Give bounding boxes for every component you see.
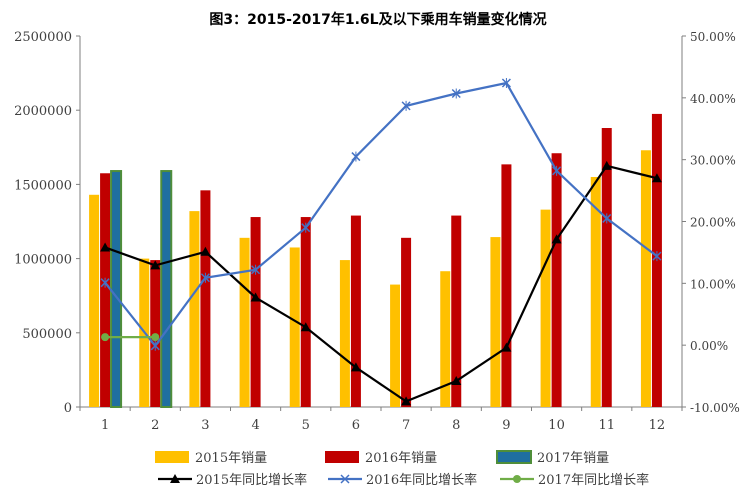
point-2017年同比增长率 <box>101 333 110 342</box>
point-2016年同比增长率 <box>552 165 562 176</box>
bar-2015-month-6 <box>339 260 350 407</box>
legend-label: 2016年销量 <box>365 451 437 466</box>
bar-2016-month-3 <box>200 190 211 407</box>
legend-label: 2016年同比增长率 <box>366 472 477 488</box>
bar-2017-month-1 <box>110 170 123 408</box>
y-right-tick-label: 10.00% <box>690 277 736 291</box>
x-tick-label: 8 <box>452 418 460 433</box>
point-2016年同比增长率 <box>451 88 461 99</box>
y-left-tick-label: 2000000 <box>14 104 72 119</box>
bar-2015-month-11 <box>590 176 601 407</box>
bar-2016-month-10 <box>551 153 562 407</box>
point-2015年同比增长率 <box>601 160 612 170</box>
x-tick-label: 5 <box>302 418 310 433</box>
point-2015年同比增长率 <box>300 322 311 332</box>
legend-label: 2015年同比增长率 <box>196 472 307 488</box>
y-right-tick-label: 50.00% <box>690 30 736 44</box>
y-left-tick-label: 2500000 <box>14 30 72 45</box>
bar-2016-month-7 <box>401 237 412 407</box>
x-tick-label: 3 <box>201 418 209 433</box>
y-right-tick-label: 30.00% <box>690 154 736 168</box>
point-2015年同比增长率 <box>501 342 512 352</box>
point-2016年同比增长率 <box>401 100 411 111</box>
bar-2015-month-10 <box>540 209 551 407</box>
x-tick-label: 6 <box>352 418 360 433</box>
point-2015年同比增长率 <box>250 292 261 302</box>
y-left-tick-label: 500000 <box>22 327 72 342</box>
point-2015年同比增长率 <box>451 376 462 386</box>
bar-2015-month-3 <box>189 211 200 407</box>
bar-2017-month-2 <box>160 170 173 408</box>
y-left-tick-label: 1500000 <box>14 178 72 193</box>
y-left-tick-label: 0 <box>64 401 72 416</box>
x-tick-label: 7 <box>402 418 410 433</box>
point-2015年同比增长率 <box>100 242 111 252</box>
y-right-tick-label: -10.00% <box>690 401 740 415</box>
point-2016年同比增长率 <box>100 277 110 288</box>
point-2016年同比增长率 <box>301 222 311 233</box>
legend-marker <box>170 474 180 483</box>
bar-2016-month-11 <box>601 128 612 407</box>
y-left-tick-label: 1000000 <box>14 253 72 268</box>
legend-label: 2017年销量 <box>537 451 609 466</box>
bar-2016-month-9 <box>501 164 512 407</box>
x-tick-label: 11 <box>598 418 615 433</box>
x-tick-label: 10 <box>548 418 565 433</box>
point-2015年同比增长率 <box>350 362 361 372</box>
bar-2016-month-6 <box>350 215 361 407</box>
legend-swatch-2017年销量 <box>496 450 532 464</box>
point-2016年同比增长率 <box>652 251 662 262</box>
bar-2015-month-12 <box>640 150 651 407</box>
legend-label: 2017年同比增长率 <box>538 472 649 488</box>
legend-label: 2015年销量 <box>195 451 267 466</box>
line-2015年同比增长率 <box>104 164 658 403</box>
bar-2015-month-1 <box>89 194 100 407</box>
point-2016年同比增长率 <box>351 151 361 162</box>
x-tick-label: 2 <box>151 418 159 433</box>
point-2015年同比增长率 <box>150 260 161 270</box>
point-2017年同比增长率 <box>151 333 160 342</box>
legend-swatch-2016年销量 <box>325 451 359 463</box>
bar-2015-month-9 <box>490 237 501 407</box>
bar-2015-month-4 <box>239 237 250 407</box>
x-tick-label: 12 <box>649 418 666 433</box>
legend-swatch-2015年销量 <box>155 451 189 463</box>
point-2016年同比增长率 <box>501 77 511 88</box>
x-tick-label: 1 <box>101 418 109 433</box>
line-2016年同比增长率 <box>104 81 658 348</box>
bar-2015-month-7 <box>390 284 401 407</box>
x-tick-label: 4 <box>251 418 259 433</box>
y-right-tick-label: 20.00% <box>690 216 736 230</box>
legend-marker <box>513 475 521 483</box>
bar-2016-month-4 <box>250 217 261 407</box>
point-2016年同比增长率 <box>602 213 612 224</box>
bar-2016-month-8 <box>451 215 462 407</box>
bar-2015-month-5 <box>289 247 300 407</box>
y-right-tick-label: 0.00% <box>690 339 728 353</box>
bar-2016-month-1 <box>100 173 111 407</box>
point-2016年同比增长率 <box>251 264 261 275</box>
point-2015年同比增长率 <box>551 234 562 244</box>
point-2016年同比增长率 <box>150 340 160 351</box>
bar-2016-month-5 <box>300 217 311 407</box>
x-tick-label: 9 <box>502 418 510 433</box>
point-2015年同比增长率 <box>200 246 211 256</box>
bar-2015-month-8 <box>440 271 451 407</box>
legend-marker <box>340 474 350 484</box>
point-2015年同比增长率 <box>401 396 412 406</box>
chart-title: 图3：2015-2017年1.6L及以下乘用车销量变化情况 <box>209 11 546 28</box>
y-right-tick-label: 40.00% <box>690 92 736 106</box>
point-2016年同比增长率 <box>200 272 210 283</box>
point-2015年同比增长率 <box>651 173 662 183</box>
